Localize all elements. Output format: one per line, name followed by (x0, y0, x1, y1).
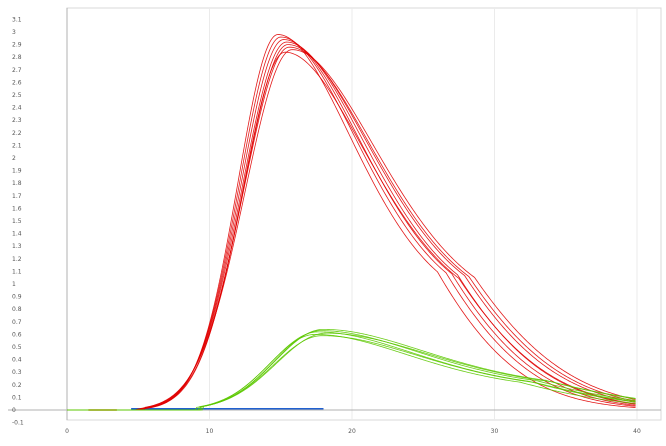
x-tick-labels: 0 10 20 30 40 (65, 428, 641, 435)
y-tick-label: 2.2 (12, 130, 22, 137)
grid-layer (209, 8, 638, 420)
y-tick-label: 3.1 (12, 16, 22, 23)
y-tick-label: 0.2 (12, 382, 22, 389)
series-line-red (67, 44, 636, 411)
x-tick-label: 20 (348, 428, 356, 435)
x-tick-label: 40 (633, 428, 641, 435)
series-layer (67, 34, 636, 411)
y-tick-label: 0.9 (12, 294, 22, 301)
y-tick-label: 2.9 (12, 42, 22, 49)
y-tick-label: 0.6 (12, 331, 22, 338)
y-tick-label: 0.5 (12, 344, 22, 351)
y-tick-label: 0.8 (12, 306, 22, 313)
plot-frame (66, 7, 662, 421)
y-tick-label: 1 (12, 281, 16, 288)
y-tick-label: 2.1 (12, 142, 22, 149)
y-tick-label: 2.6 (12, 79, 22, 86)
y-tick-label: 1.9 (12, 168, 22, 175)
y-tick-label: 2.8 (12, 54, 22, 61)
y-tick-label: 1.2 (12, 256, 22, 263)
y-tick-label: 1.1 (12, 268, 22, 275)
y-tick-label: 0.4 (12, 357, 22, 364)
y-tick-label: 1.8 (12, 180, 22, 187)
y-tick-label: 1.4 (12, 231, 22, 238)
y-tick-label: 1.6 (12, 205, 22, 212)
series-line-red (67, 49, 636, 411)
y-tick-label: 0.7 (12, 319, 22, 326)
x-tick-label: 0 (65, 428, 69, 435)
y-tick-label: 1.7 (12, 193, 22, 200)
y-tick-label: 1.3 (12, 243, 22, 250)
series-line-red (67, 46, 636, 411)
y-tick-label: 0 (12, 407, 16, 414)
x-tick-label: 30 (491, 428, 499, 435)
y-tick-label: 2.7 (12, 67, 22, 74)
x-tick-label: 10 (206, 428, 214, 435)
y-tick-label: 2.5 (12, 92, 22, 99)
y-tick-label: 0.1 (12, 394, 22, 401)
y-tick-label: 0.3 (12, 369, 22, 376)
y-tick-label: 3 (12, 29, 16, 36)
y-tick-label: 2.3 (12, 117, 22, 124)
series-line-red (67, 51, 636, 411)
y-tick-label: 1.5 (12, 218, 22, 225)
y-tick-label: -0.1 (12, 420, 24, 427)
series-line-green (67, 335, 636, 411)
y-tick-label: 2.4 (12, 105, 22, 112)
y-tick-labels: 3.1 3 2.9 2.8 2.7 2.6 2.5 2.4 2.3 2.2 2.1 2 1.9 1.8 1.… (12, 16, 24, 426)
y-tick-label: 2 (12, 155, 16, 162)
